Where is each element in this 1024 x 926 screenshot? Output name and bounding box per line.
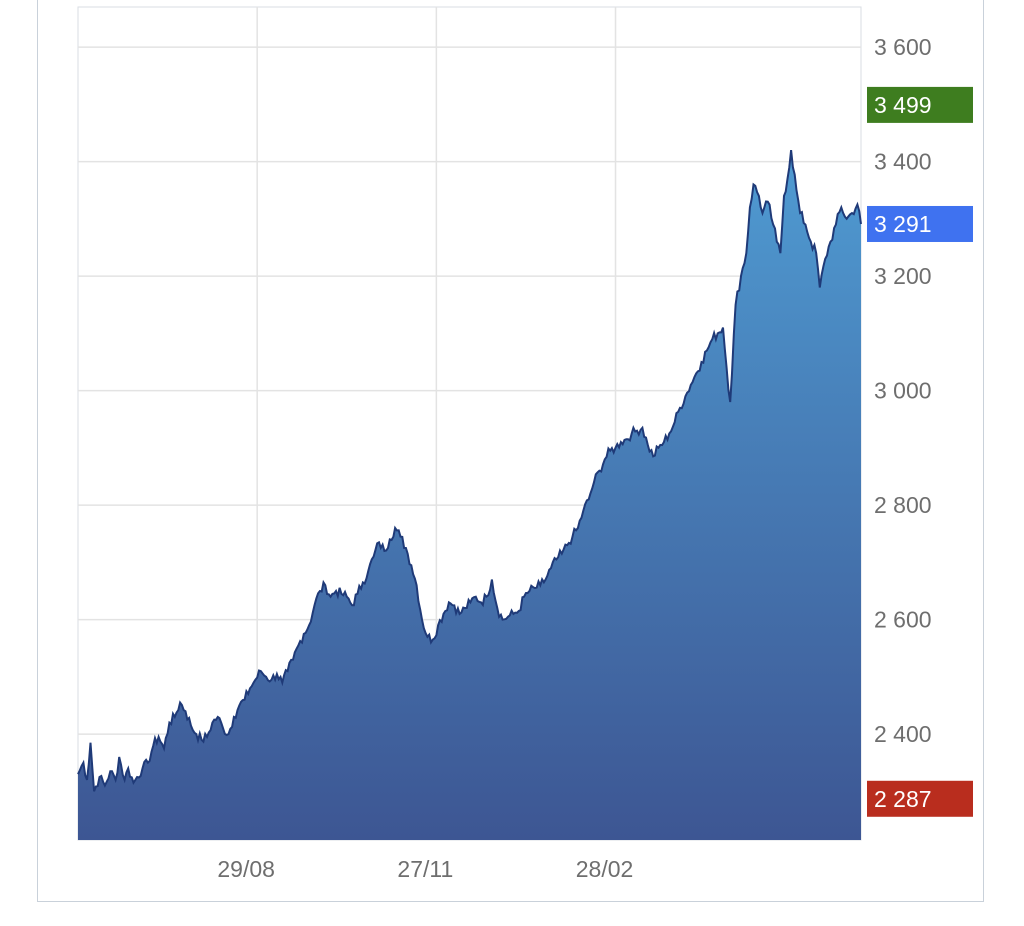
- low-badge-label: 2 287: [874, 786, 932, 812]
- x-tick-label: 28/02: [576, 856, 634, 882]
- series-line: [77, 149, 862, 792]
- y-tick-label: 3 600: [874, 34, 932, 60]
- value-markers: 3 499 3 291 2 287: [867, 86, 973, 817]
- series-area: [78, 150, 861, 841]
- high-badge-bg: [867, 86, 973, 123]
- y-axis-ticks: 2 400 2 600 2 800 3 000 3 200 3 400 3 600: [874, 34, 932, 747]
- current-badge-bg: [867, 205, 973, 242]
- low-value-badge: 2 287: [867, 780, 973, 817]
- y-tick-label: 3 400: [874, 149, 932, 175]
- x-tick-label: 27/11: [397, 856, 453, 882]
- y-tick-label: 3 000: [874, 378, 932, 404]
- high-badge-label: 3 499: [874, 92, 932, 118]
- x-tick-label: 29/08: [217, 856, 275, 882]
- chart-frame: 2 400 2 600 2 800 3 000 3 200 3 400 3 600 29/0…: [37, 0, 984, 902]
- y-tick-label: 2 400: [874, 721, 932, 747]
- current-value-badge: 3 291: [867, 205, 973, 242]
- low-badge-bg: [867, 780, 973, 817]
- y-tick-label: 3 200: [874, 263, 932, 289]
- high-value-badge: 3 499: [867, 86, 973, 123]
- y-tick-label: 2 600: [874, 607, 932, 633]
- current-badge-label: 3 291: [874, 211, 932, 237]
- x-axis-ticks: 29/08 27/11 28/02: [217, 856, 633, 882]
- price-chart: 2 400 2 600 2 800 3 000 3 200 3 400 3 600 29/0…: [77, 6, 973, 882]
- y-tick-label: 2 800: [874, 492, 932, 518]
